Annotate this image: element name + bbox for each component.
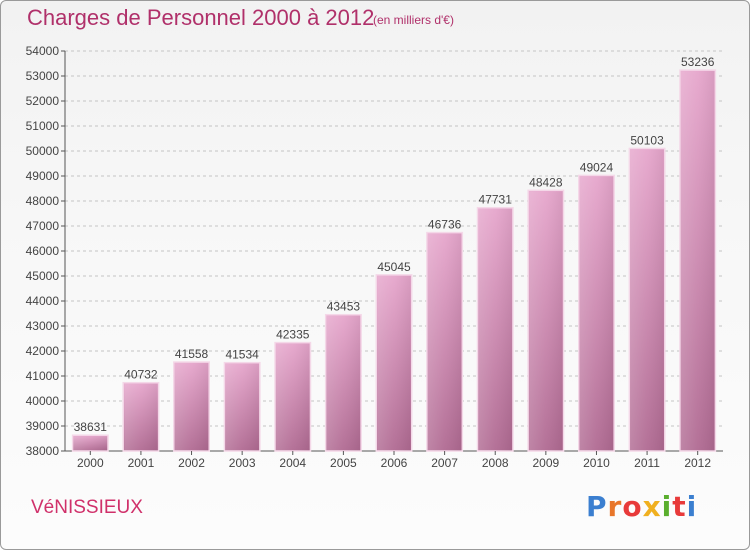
y-tick-label: 39000: [26, 419, 60, 433]
bar-shine: [73, 436, 108, 451]
x-tick-label: 2002: [178, 456, 205, 470]
bar-value-label: 41534: [225, 348, 259, 362]
x-tick-label: 2011: [634, 456, 660, 470]
y-tick-label: 53000: [26, 69, 60, 83]
bar-value-label: 50103: [630, 133, 664, 147]
y-tick-label: 45000: [26, 269, 60, 283]
y-tick-label: 40000: [26, 394, 60, 408]
bar-value-label: 41558: [175, 347, 209, 361]
bar-value-label: 49024: [580, 160, 614, 174]
bar-shine: [174, 363, 209, 451]
proxiti-logo: Proxiti: [586, 490, 697, 523]
x-tick-label: 2001: [128, 456, 155, 470]
bar-shine: [529, 191, 563, 452]
y-tick-label: 52000: [26, 94, 60, 108]
bar-shine: [276, 343, 310, 451]
y-tick-label: 50000: [26, 144, 60, 158]
chart-title: Charges de Personnel 2000 à 2012: [27, 5, 375, 30]
y-tick-label: 46000: [26, 244, 60, 258]
y-tick-label: 47000: [26, 219, 60, 233]
y-tick-label: 43000: [26, 319, 60, 333]
x-tick-label: 2006: [381, 456, 408, 470]
logo-part-3: iti: [661, 490, 698, 523]
x-tick-label: 2009: [532, 456, 559, 470]
bar-value-label: 47731: [479, 193, 513, 207]
bar-shine: [680, 71, 715, 451]
y-tick-label: 49000: [26, 169, 60, 183]
logo-part-2: x: [642, 490, 662, 523]
y-tick-label: 51000: [26, 119, 60, 133]
x-tick-label: 2000: [77, 456, 104, 470]
x-axis: 2000 2001 2002 2003 2004 2005 2006 2007 2008 2009…: [77, 451, 711, 470]
bar-value-label: 45045: [377, 260, 411, 274]
bar-value-label: 53236: [681, 55, 715, 69]
x-tick-label: 2003: [229, 456, 256, 470]
bar-shine: [377, 275, 411, 451]
bar-value-label: 38631: [74, 420, 108, 434]
bar-shine: [124, 383, 158, 451]
bar-value-label: 48428: [529, 175, 563, 189]
y-tick-label: 48000: [26, 194, 60, 208]
y-tick-label: 38000: [26, 444, 60, 458]
bar-value-label: 46736: [428, 218, 462, 232]
bar-value-label: 43453: [327, 300, 361, 314]
bar-shine: [579, 176, 614, 451]
x-tick-label: 2004: [279, 456, 306, 470]
bar-value-label: 42335: [276, 328, 310, 342]
bars: 38631 40732 41558 41534 42335 43453 45045 46736…: [71, 55, 717, 452]
x-tick-label: 2008: [482, 456, 509, 470]
bar-shine: [326, 315, 361, 451]
bar-value-label: 40732: [124, 368, 158, 382]
y-axis: 38000 39000 40000 41000 42000 43000 44000 45000…: [26, 44, 66, 458]
place-name: VéNISSIEUX: [31, 497, 143, 518]
x-tick-label: 2012: [684, 456, 711, 470]
x-tick-label: 2005: [330, 456, 357, 470]
y-tick-label: 42000: [26, 344, 60, 358]
bar-shine: [478, 208, 512, 451]
x-tick-label: 2010: [583, 456, 610, 470]
x-tick-label: 2007: [431, 456, 458, 470]
bar-shine: [630, 149, 664, 452]
y-tick-label: 44000: [26, 294, 60, 308]
bar-shine: [225, 363, 259, 451]
chart-subtitle: (en milliers d'€): [373, 13, 454, 27]
y-tick-label: 54000: [26, 44, 60, 58]
logo-part-1: Pro: [586, 490, 643, 523]
bar-shine: [427, 233, 462, 451]
y-tick-label: 41000: [26, 369, 60, 383]
